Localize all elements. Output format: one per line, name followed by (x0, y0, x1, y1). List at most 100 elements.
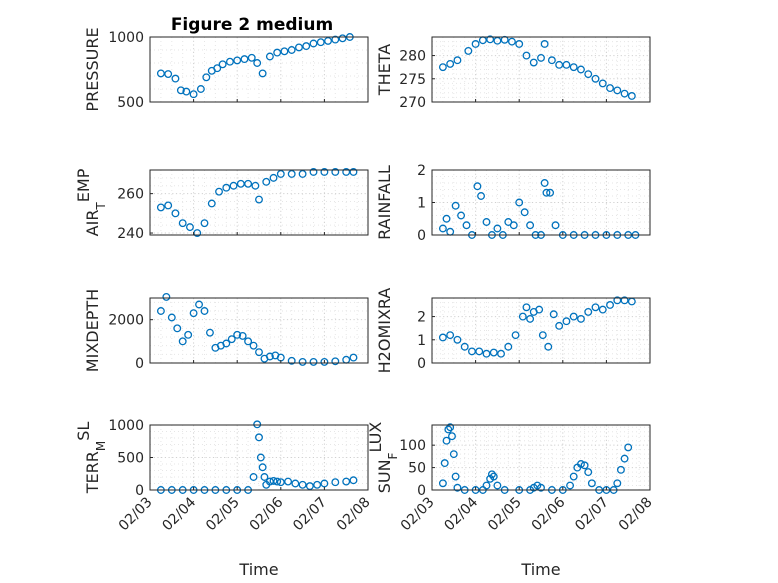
data-point (309, 39, 318, 48)
data-point (598, 305, 607, 314)
data-point (515, 40, 524, 48)
data-point (240, 55, 249, 64)
data-point (156, 307, 165, 315)
axes-box (149, 297, 369, 364)
subplot-air-temp: 240 260 AIRTEMP (74, 168, 369, 242)
data-point (269, 173, 278, 182)
axes-box (149, 36, 369, 103)
data-point (284, 477, 293, 486)
subplot-h2omixra: 0 1 2 H2OMIXRA (375, 288, 651, 373)
data-point (247, 53, 256, 62)
data-point (260, 473, 269, 481)
y-tick-label: 1 (417, 196, 426, 212)
data-point (200, 307, 209, 315)
x-tick-label: 02/04 (441, 494, 481, 534)
x-tick-label: 02/07 (572, 494, 612, 534)
data-point (613, 86, 622, 95)
data-point (518, 312, 527, 321)
data-point (460, 342, 469, 351)
data-point (587, 479, 596, 488)
y-tick-label: 1000 (108, 30, 144, 46)
data-point (305, 482, 314, 491)
data-point (331, 35, 340, 44)
y-tick-label: 500 (117, 95, 144, 111)
x-tick-label: 02/08 (616, 494, 656, 534)
data-point (577, 460, 585, 468)
data-point (442, 436, 451, 445)
data-point (507, 37, 516, 46)
data-point (265, 52, 274, 61)
data-point (349, 168, 358, 176)
data-point (316, 38, 325, 47)
y-tick-label: 100 (399, 438, 426, 454)
y-tick-label: 0 (417, 356, 426, 372)
data-point (287, 169, 296, 178)
data-point (342, 477, 351, 486)
data-point (276, 478, 285, 487)
data-point (269, 476, 278, 485)
data-point (233, 330, 242, 339)
data-point (606, 301, 614, 309)
data-point (251, 181, 260, 190)
x-axis-label: Time (520, 560, 560, 579)
data-point (438, 333, 447, 342)
data-point (349, 476, 358, 485)
data-point (613, 296, 622, 305)
data-point (540, 179, 549, 187)
data-point (164, 70, 173, 78)
data-point (236, 179, 245, 188)
x-tick-label: 02/06 (529, 494, 569, 534)
data-point (233, 56, 242, 65)
data-point (186, 223, 194, 232)
data-point (473, 182, 482, 191)
data-point (522, 303, 531, 312)
data-point (542, 188, 551, 197)
data-point (156, 69, 165, 78)
data-point (497, 349, 505, 358)
data-point (566, 481, 575, 490)
data-point (577, 65, 585, 74)
data-point (156, 203, 165, 212)
data-point (162, 292, 171, 301)
y-tick-label: 0 (417, 483, 426, 499)
data-point (446, 331, 455, 340)
data-point (606, 84, 614, 93)
x-axis-label: Time (238, 560, 278, 579)
data-point (547, 56, 556, 65)
subplot-theta: 270 275 280 THETA (375, 35, 651, 111)
data-point (613, 479, 622, 488)
data-point (205, 328, 214, 337)
data-point (580, 461, 589, 470)
data-point (584, 468, 593, 477)
data-point (451, 472, 460, 481)
y-tick-label: 270 (399, 95, 426, 111)
data-point (213, 64, 222, 73)
data-point (349, 353, 358, 362)
data-point (562, 317, 571, 326)
data-point (273, 48, 282, 57)
x-tick-label: 02/04 (159, 494, 199, 534)
data-point (331, 357, 340, 366)
data-point (287, 46, 296, 54)
data-point (444, 425, 453, 434)
y-axis-label: PRESSURE (83, 27, 102, 111)
data-point (309, 168, 318, 176)
y-tick-label: 2 (417, 163, 426, 179)
y-tick-label: 1 (417, 333, 426, 349)
data-point (515, 198, 524, 207)
data-point (591, 303, 600, 312)
data-point (178, 219, 187, 228)
data-point (620, 296, 629, 305)
data-point (471, 40, 480, 48)
data-point (544, 342, 553, 351)
data-point (446, 423, 455, 432)
data-point (468, 347, 476, 356)
data-point (442, 214, 451, 223)
data-point (249, 473, 258, 481)
data-point (624, 443, 633, 452)
y-tick-label: 1000 (108, 418, 144, 434)
data-point (207, 199, 216, 208)
data-point (265, 352, 274, 361)
data-point (195, 300, 203, 309)
